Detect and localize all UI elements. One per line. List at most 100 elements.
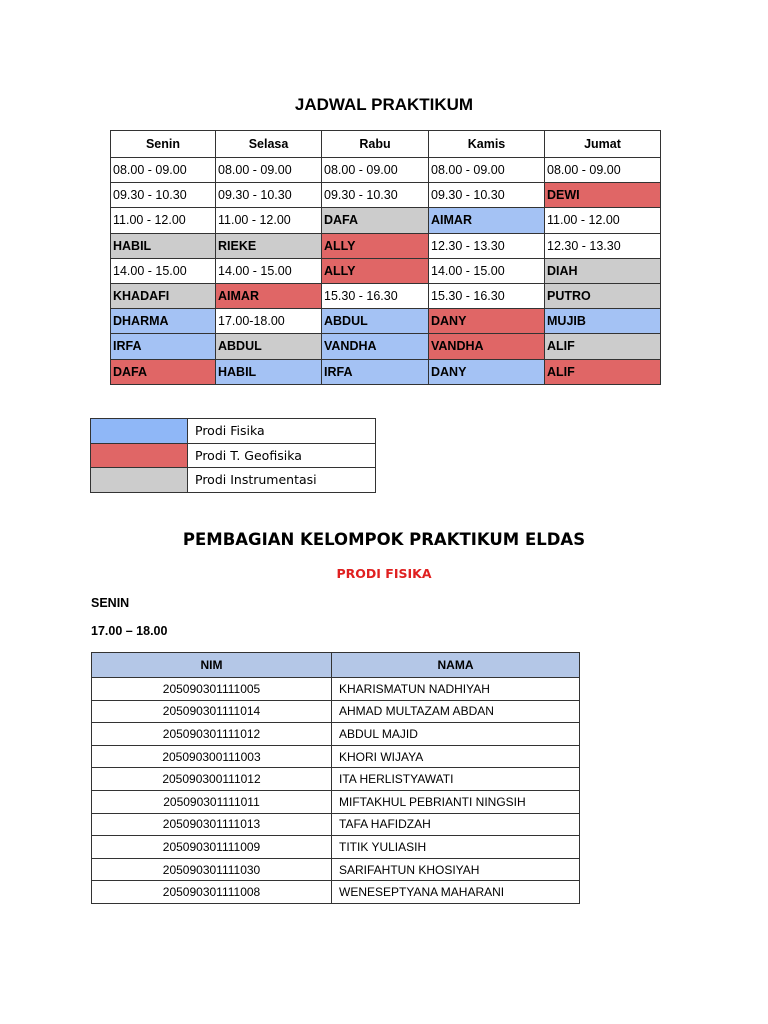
legend-row: Prodi T. Geofisika bbox=[90, 442, 376, 468]
legend-label: Prodi Fisika bbox=[187, 418, 376, 444]
table-row: 205090301111009 TITIK YULIASIH bbox=[91, 835, 580, 859]
assistant-cell: DHARMA bbox=[110, 308, 216, 335]
assistant-cell: VANDHA bbox=[428, 333, 545, 360]
assistant-cell: AIMAR bbox=[428, 207, 545, 234]
name-cell: TITIK YULIASIH bbox=[331, 835, 580, 859]
assistant-cell: DANY bbox=[428, 308, 545, 335]
name-cell: TAFA HAFIDZAH bbox=[331, 812, 580, 837]
column-header: NAMA bbox=[331, 652, 580, 678]
time-slot-cell: 08.00 - 09.00 bbox=[321, 156, 429, 184]
legend-label: Prodi Instrumentasi bbox=[187, 467, 376, 493]
day-header: Senin bbox=[110, 130, 216, 158]
page-title: JADWAL PRAKTIKUM bbox=[294, 95, 474, 114]
group-table: NIM NAMA 205090301111005 KHARISMATUN NADHI… bbox=[91, 652, 580, 904]
time-slot-cell: 14.00 - 15.00 bbox=[215, 257, 322, 284]
assistant-cell: VANDHA bbox=[321, 333, 429, 360]
time-slot-cell: 15.30 - 16.30 bbox=[321, 282, 429, 310]
time-slot-cell: 14.00 - 15.00 bbox=[110, 257, 216, 284]
time-slot-cell: 12.30 - 13.30 bbox=[428, 232, 545, 259]
time-slot-cell: 15.30 - 16.30 bbox=[428, 282, 545, 310]
nim-cell: 205090301111012 bbox=[91, 722, 332, 746]
name-cell: SARIFAHTUN KHOSIYAH bbox=[331, 857, 580, 882]
assistant-cell: HABIL bbox=[110, 232, 216, 259]
legend-swatch bbox=[90, 442, 188, 468]
assistant-cell: ABDUL bbox=[321, 308, 429, 335]
schedule-row: 11.00 - 12.00 11.00 - 12.00 DAFA AIMAR 11.00… bbox=[110, 207, 661, 234]
assistant-cell: ABDUL bbox=[215, 333, 322, 360]
nim-cell: 205090301111014 bbox=[91, 699, 332, 724]
name-cell: AHMAD MULTAZAM ABDAN bbox=[331, 699, 580, 724]
assistant-cell: ALLY bbox=[321, 257, 429, 284]
schedule-row: DAFA HABIL IRFA DANY ALIF bbox=[110, 358, 661, 385]
name-cell: KHORI WIJAYA bbox=[331, 744, 580, 769]
nim-cell: 205090301111013 bbox=[91, 812, 332, 837]
assistant-cell: RIEKE bbox=[215, 232, 322, 259]
legend-swatch bbox=[90, 418, 188, 444]
schedule-header-row: Senin Selasa Rabu Kamis Jumat bbox=[110, 130, 661, 158]
time-slot-cell: 14.00 - 15.00 bbox=[428, 257, 545, 284]
table-row: 205090301111030 SARIFAHTUN KHOSIYAH bbox=[91, 857, 580, 882]
assistant-cell: DANY bbox=[428, 358, 545, 385]
day-header: Kamis bbox=[428, 130, 545, 158]
assistant-cell: DIAH bbox=[544, 257, 661, 284]
assistant-cell: ALIF bbox=[544, 333, 661, 360]
assistant-cell: MUJIB bbox=[544, 308, 661, 335]
legend-row: Prodi Fisika bbox=[90, 418, 376, 444]
day-header: Jumat bbox=[544, 130, 661, 158]
day-label: SENIN bbox=[91, 596, 130, 610]
prodi-heading: PRODI FISIKA bbox=[336, 566, 432, 581]
day-header: Selasa bbox=[215, 130, 322, 158]
schedule-row: KHADAFI AIMAR 15.30 - 16.30 15.30 - 16.30 PU… bbox=[110, 282, 661, 310]
time-slot-cell: 11.00 - 12.00 bbox=[215, 207, 322, 234]
table-row: 205090301111005 KHARISMATUN NADHIYAH bbox=[91, 677, 580, 701]
table-row: 205090300111003 KHORI WIJAYA bbox=[91, 744, 580, 769]
assistant-cell: AIMAR bbox=[215, 282, 322, 310]
section-title: PEMBAGIAN KELOMPOK PRAKTIKUM ELDAS bbox=[182, 530, 586, 549]
nim-cell: 205090301111011 bbox=[91, 789, 332, 814]
nim-cell: 205090300111003 bbox=[91, 744, 332, 769]
time-slot-cell: 17.00-18.00 bbox=[215, 308, 322, 335]
table-row: 205090301111008 WENESEPTYANA MAHARANI bbox=[91, 880, 580, 904]
time-slot-cell: 09.30 - 10.30 bbox=[215, 182, 322, 209]
time-slot-cell: 11.00 - 12.00 bbox=[110, 207, 216, 234]
time-label: 17.00 – 18.00 bbox=[91, 624, 168, 638]
nim-cell: 205090301111005 bbox=[91, 677, 332, 701]
assistant-cell: ALLY bbox=[321, 232, 429, 259]
schedule-row: 14.00 - 15.00 14.00 - 15.00 ALLY 14.00 - 15… bbox=[110, 257, 661, 284]
assistant-cell: KHADAFI bbox=[110, 282, 216, 310]
time-slot-cell: 09.30 - 10.30 bbox=[428, 182, 545, 209]
nim-cell: 205090300111012 bbox=[91, 767, 332, 791]
nim-cell: 205090301111008 bbox=[91, 880, 332, 904]
table-row: 205090301111011 MIFTAKHUL PEBRIANTI NINGS… bbox=[91, 789, 580, 814]
name-cell: KHARISMATUN NADHIYAH bbox=[331, 677, 580, 701]
assistant-cell: IRFA bbox=[321, 358, 429, 385]
legend-table: Prodi Fisika Prodi T. Geofisika Prodi Inst… bbox=[90, 418, 376, 493]
legend-swatch bbox=[90, 467, 188, 493]
time-slot-cell: 08.00 - 09.00 bbox=[110, 156, 216, 184]
name-cell: ABDUL MAJID bbox=[331, 722, 580, 746]
nim-cell: 205090301111009 bbox=[91, 835, 332, 859]
name-cell: WENESEPTYANA MAHARANI bbox=[331, 880, 580, 904]
legend-row: Prodi Instrumentasi bbox=[90, 467, 376, 493]
assistant-cell: DAFA bbox=[321, 207, 429, 234]
table-row: 205090300111012 ITA HERLISTYAWATI bbox=[91, 767, 580, 791]
schedule-table: Senin Selasa Rabu Kamis Jumat 08.00 - 09.00 0… bbox=[110, 130, 661, 385]
assistant-cell: HABIL bbox=[215, 358, 322, 385]
assistant-cell: PUTRO bbox=[544, 282, 661, 310]
day-header: Rabu bbox=[321, 130, 429, 158]
legend-label: Prodi T. Geofisika bbox=[187, 442, 376, 468]
assistant-cell: ALIF bbox=[544, 358, 661, 385]
schedule-row: IRFA ABDUL VANDHA VANDHA ALIF bbox=[110, 333, 661, 360]
assistant-cell: DAFA bbox=[110, 358, 216, 385]
column-header: NIM bbox=[91, 652, 332, 678]
name-cell: MIFTAKHUL PEBRIANTI NINGSIH bbox=[331, 789, 580, 814]
time-slot-cell: 09.30 - 10.30 bbox=[110, 182, 216, 209]
assistant-cell: DEWI bbox=[544, 182, 661, 209]
time-slot-cell: 08.00 - 09.00 bbox=[215, 156, 322, 184]
schedule-row: DHARMA 17.00-18.00 ABDUL DANY MUJIB bbox=[110, 308, 661, 335]
table-row: 205090301111012 ABDUL MAJID bbox=[91, 722, 580, 746]
time-slot-cell: 12.30 - 13.30 bbox=[544, 232, 661, 259]
assistant-cell: IRFA bbox=[110, 333, 216, 360]
schedule-row: 08.00 - 09.00 08.00 - 09.00 08.00 - 09.00 0… bbox=[110, 156, 661, 184]
schedule-row: 09.30 - 10.30 09.30 - 10.30 09.30 - 10.30 0… bbox=[110, 182, 661, 209]
